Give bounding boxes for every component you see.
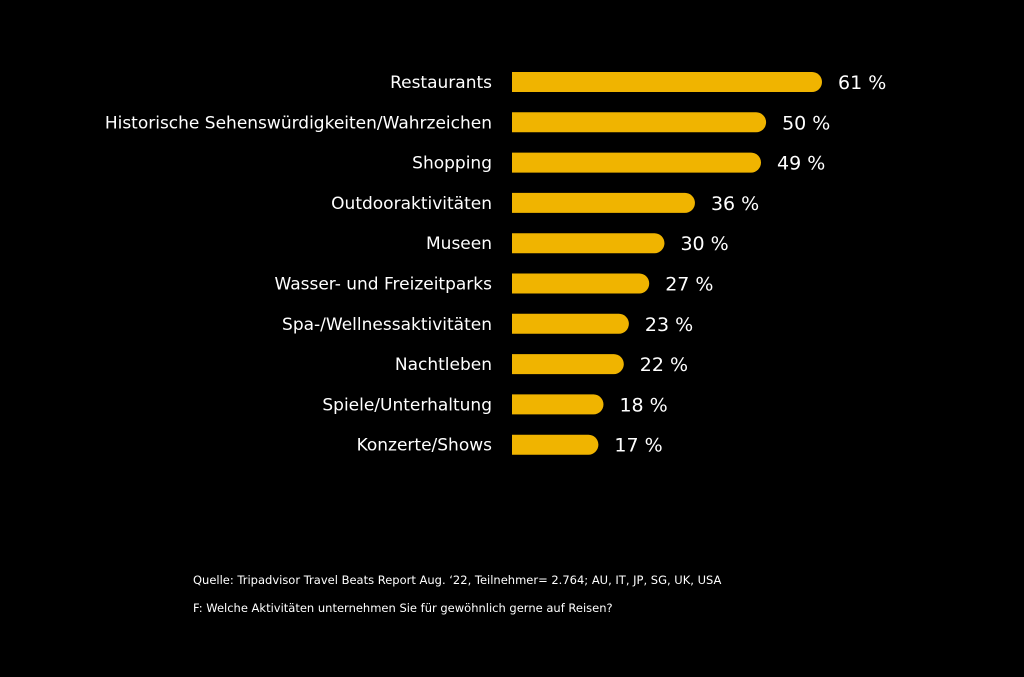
category-label-spa-wellnessaktivitaeten: Spa-/Wellnessaktivitäten	[282, 315, 492, 335]
question-note: F: Welche Aktivitäten unternehmen Sie fü…	[193, 601, 613, 615]
bar-spiele-unterhaltung	[512, 394, 604, 415]
bar-wasser-und-freizeitparks	[512, 273, 650, 294]
category-label-museen: Museen	[426, 234, 492, 254]
bar-restaurants	[512, 72, 822, 92]
bar-historische-sehenswuerdigkeiten-wahrzeichen	[512, 112, 767, 133]
value-label-spiele-unterhaltung: 18 %	[619, 394, 667, 416]
bar-nachtleben	[512, 354, 624, 375]
value-label-restaurants: 61 %	[838, 72, 886, 94]
chart-footnotes: Quelle: Tripadvisor Travel Beats Report …	[193, 566, 893, 622]
category-label-nachtleben: Nachtleben	[395, 355, 492, 375]
value-label-spa-wellnessaktivitaeten: 23 %	[645, 314, 693, 336]
bar-spa-wellnessaktivitaeten	[512, 313, 629, 334]
value-label-wasser-und-freizeitparks: 27 %	[665, 274, 713, 296]
category-label-outdooraktivitaeten: Outdooraktivitäten	[331, 194, 492, 214]
category-label-spiele-unterhaltung: Spiele/Unterhaltung	[322, 395, 492, 415]
bar-shopping	[512, 152, 762, 173]
value-label-historische-sehenswuerdigkeiten-wahrzeichen: 50 %	[782, 112, 830, 134]
bar-museen	[512, 233, 665, 254]
value-label-konzerte-shows: 17 %	[614, 435, 662, 457]
bar-outdooraktivitaeten	[512, 192, 695, 213]
category-label-restaurants: Restaurants	[390, 73, 492, 93]
source-note: Quelle: Tripadvisor Travel Beats Report …	[193, 573, 722, 587]
category-label-wasser-und-freizeitparks: Wasser- und Freizeitparks	[274, 275, 492, 295]
bar-konzerte-shows	[512, 434, 599, 455]
category-label-shopping: Shopping	[412, 154, 492, 174]
value-label-outdooraktivitaeten: 36 %	[711, 193, 759, 215]
category-label-historische-sehenswuerdigkeiten-wahrzeichen: Historische Sehenswürdigkeiten/Wahrzeich…	[105, 113, 492, 133]
value-label-museen: 30 %	[680, 233, 728, 255]
category-label-konzerte-shows: Konzerte/Shows	[357, 436, 493, 456]
value-label-nachtleben: 22 %	[640, 354, 688, 376]
value-label-shopping: 49 %	[777, 153, 825, 175]
